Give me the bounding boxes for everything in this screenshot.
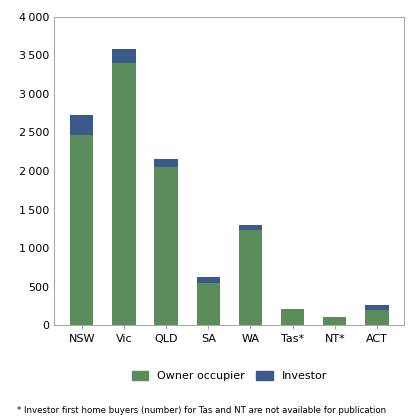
Bar [154, 167, 178, 325]
Legend: Owner occupier, Investor: Owner occupier, Investor [132, 371, 327, 382]
Text: * Investor first home buyers (number) for Tas and NT are not available for publi: * Investor first home buyers (number) fo… [17, 406, 386, 415]
Bar [112, 63, 136, 325]
Bar [70, 116, 93, 136]
Bar [365, 310, 389, 325]
Bar [239, 230, 262, 325]
Bar [154, 159, 178, 167]
Bar [365, 305, 389, 310]
Bar [323, 317, 347, 325]
Bar [112, 50, 136, 63]
Bar [281, 309, 304, 325]
Bar [197, 283, 220, 325]
Bar [197, 277, 220, 283]
Bar [70, 136, 93, 325]
Bar [239, 225, 262, 230]
